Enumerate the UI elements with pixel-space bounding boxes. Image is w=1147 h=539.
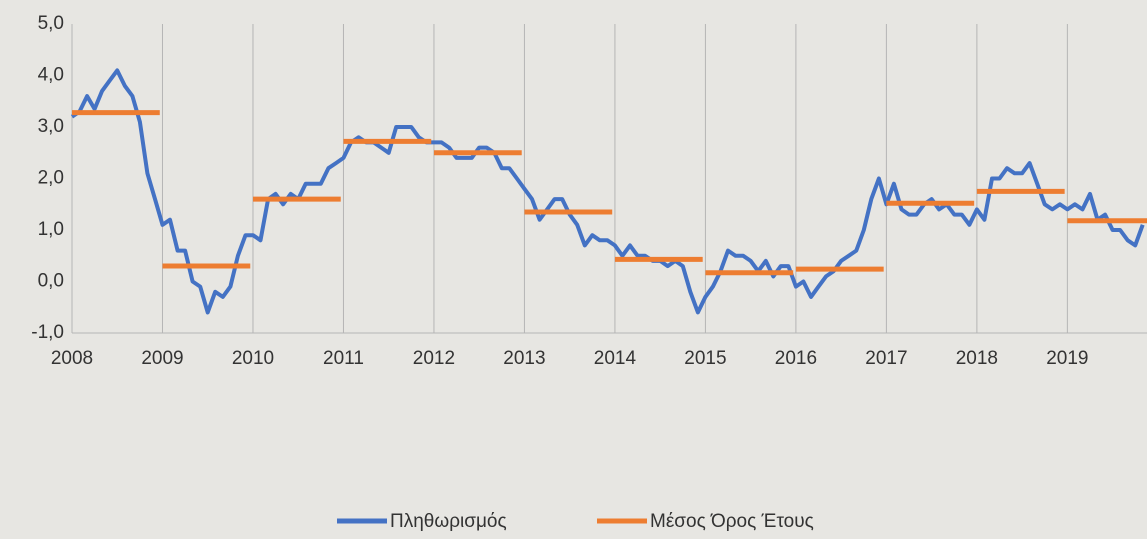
y-tick-label: 2,0 — [38, 168, 64, 189]
legend-label: Μέσος Όρος Έτους — [650, 511, 814, 532]
series-line — [70, 68, 1145, 315]
x-tick-label: 2009 — [141, 348, 183, 369]
y-tick-label: -1,0 — [31, 322, 64, 343]
x-tick-label: 2010 — [232, 348, 274, 369]
x-tick-label: 2012 — [413, 348, 455, 369]
x-tick-label: 2018 — [956, 348, 998, 369]
y-tick-label: 4,0 — [38, 65, 64, 86]
x-tick-label: 2019 — [1046, 348, 1088, 369]
y-tick-label: 1,0 — [38, 219, 64, 240]
x-tick-label: 2015 — [684, 348, 726, 369]
x-tick-label: 2016 — [775, 348, 817, 369]
x-tick-label: 2013 — [503, 348, 545, 369]
x-tick-label: 2017 — [865, 348, 907, 369]
x-tick-label: 2011 — [323, 348, 364, 369]
y-tick-label: 3,0 — [38, 116, 64, 137]
x-tick-label: 2014 — [594, 348, 637, 369]
x-tick-label: 2008 — [51, 348, 93, 369]
y-tick-label: 0,0 — [38, 271, 64, 292]
legend-label: Πληθωρισμός — [390, 511, 507, 532]
y-tick-label: 5,0 — [38, 13, 64, 34]
